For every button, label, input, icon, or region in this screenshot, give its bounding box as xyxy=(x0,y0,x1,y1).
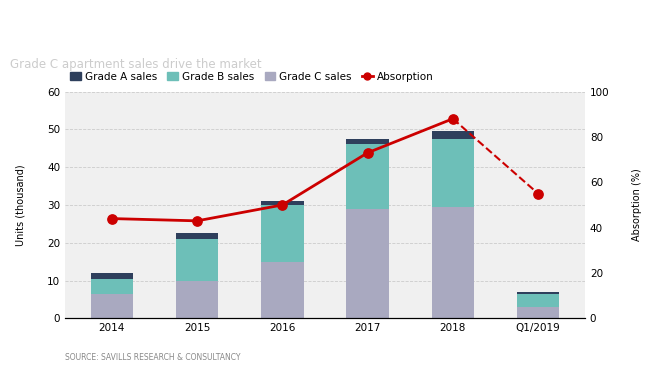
Text: Units (thousand): Units (thousand) xyxy=(16,164,26,246)
Bar xyxy=(346,209,389,318)
Bar xyxy=(346,139,389,145)
Text: SOURCE: SAVILLS RESEARCH & CONSULTANCY: SOURCE: SAVILLS RESEARCH & CONSULTANCY xyxy=(65,353,240,362)
Bar xyxy=(261,201,304,205)
Bar xyxy=(517,307,560,318)
Bar xyxy=(90,273,133,279)
Bar xyxy=(176,234,218,239)
Bar xyxy=(90,294,133,318)
Bar xyxy=(517,294,560,307)
Bar xyxy=(176,239,218,281)
Bar xyxy=(261,262,304,318)
Point xyxy=(448,116,458,122)
Text: Absorption (%): Absorption (%) xyxy=(632,169,642,241)
Text: Grade C apartment sales drive the market: Grade C apartment sales drive the market xyxy=(10,58,261,71)
Bar xyxy=(90,279,133,294)
Point xyxy=(277,202,287,208)
Text: Ho Chi Minh City residential sales, 2014 - Q1/2019: Ho Chi Minh City residential sales, 2014… xyxy=(10,20,425,35)
Point xyxy=(107,216,117,221)
Bar xyxy=(517,292,560,294)
Bar xyxy=(432,139,474,207)
Point xyxy=(533,191,543,197)
Bar xyxy=(176,281,218,318)
Bar xyxy=(432,207,474,318)
Bar xyxy=(261,205,304,262)
Point xyxy=(192,218,202,224)
Bar xyxy=(346,145,389,209)
Legend: Grade A sales, Grade B sales, Grade C sales, Absorption: Grade A sales, Grade B sales, Grade C sa… xyxy=(70,72,434,82)
Bar xyxy=(432,131,474,139)
Point xyxy=(363,150,373,156)
